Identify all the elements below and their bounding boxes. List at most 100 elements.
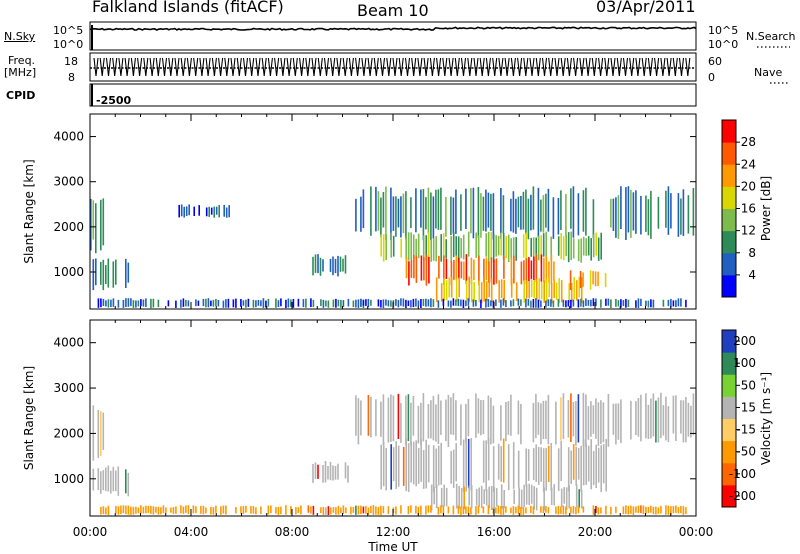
heatmap-cell xyxy=(604,273,607,288)
heatmap-cell xyxy=(682,506,685,515)
heatmap-cell xyxy=(545,231,547,259)
colorbar-swatch xyxy=(722,352,736,375)
heatmap-cell xyxy=(510,257,513,286)
heatmap-cell xyxy=(437,394,440,444)
heatmap-cell xyxy=(137,300,140,307)
heatmap-cell xyxy=(412,234,415,259)
heatmap-cell xyxy=(208,206,210,217)
heatmap-cell xyxy=(344,462,347,479)
heatmap-cell xyxy=(322,299,325,308)
heatmap-cell xyxy=(500,299,502,308)
x-tick-label: 04:00 xyxy=(174,525,209,539)
heatmap-cell xyxy=(595,298,597,307)
heatmap-cell xyxy=(102,470,105,491)
heatmap-region xyxy=(312,461,349,483)
heatmap-cell xyxy=(425,254,428,286)
heatmap-cell xyxy=(100,261,102,285)
x-tick-label: 20:00 xyxy=(578,525,613,539)
heatmap-cell xyxy=(578,276,580,298)
heatmap-cell xyxy=(507,444,510,491)
heatmap-cell xyxy=(297,507,300,513)
heatmap-cell xyxy=(420,299,422,308)
heatmap-cell xyxy=(517,298,520,306)
heatmap-cell xyxy=(410,232,412,260)
cpid-value: -2500 xyxy=(96,94,132,107)
heatmap-cell xyxy=(650,398,652,439)
heatmap-cell xyxy=(400,238,402,258)
heatmap-cell xyxy=(660,505,662,514)
heatmap-cell xyxy=(355,299,357,308)
heatmap-cell xyxy=(380,401,382,437)
heatmap-cell xyxy=(452,505,455,515)
heatmap-cell xyxy=(440,283,443,302)
heatmap-cell xyxy=(680,506,682,514)
heatmap-cell xyxy=(462,439,465,492)
heatmap-cell xyxy=(592,234,595,258)
heatmap-cell xyxy=(557,448,560,491)
heatmap-cell xyxy=(495,235,497,257)
heatmap-cell xyxy=(347,465,349,483)
heatmap-cell xyxy=(257,300,260,306)
heatmap-cell xyxy=(160,507,162,515)
heatmap-cell xyxy=(339,256,342,272)
heatmap-cell xyxy=(482,506,485,514)
heatmap-cell xyxy=(405,257,408,279)
heatmap-cell xyxy=(530,280,533,298)
heatmap-cell xyxy=(187,505,190,515)
heatmap-cell xyxy=(440,488,443,507)
heatmap-cell xyxy=(162,505,165,513)
heatmap-cell xyxy=(422,450,425,489)
heatmap-cell xyxy=(277,507,280,515)
heatmap-cell xyxy=(413,254,415,279)
heatmap-cell xyxy=(255,507,257,515)
heatmap-cell xyxy=(193,206,195,216)
colorbar-tick-label: 24 xyxy=(741,157,756,171)
heatmap-cell xyxy=(482,440,485,483)
heatmap-cell xyxy=(92,259,95,291)
heatmap-cell xyxy=(545,256,548,284)
heatmap-cell xyxy=(518,487,520,510)
heatmap-cell xyxy=(332,465,334,481)
heatmap-cell xyxy=(582,439,585,486)
colorbar-tick-label: -100 xyxy=(729,467,756,481)
heatmap-cell xyxy=(320,507,322,514)
heatmap-cell xyxy=(207,298,210,308)
heatmap-cell xyxy=(592,405,595,434)
heatmap-cell xyxy=(570,282,573,302)
heatmap-cell xyxy=(507,401,510,435)
heatmap-cell xyxy=(497,443,500,480)
heatmap-cell xyxy=(480,299,482,308)
heatmap-cell xyxy=(197,300,200,306)
heatmap-cell xyxy=(435,236,437,262)
heatmap-cell xyxy=(525,298,527,308)
heatmap-cell xyxy=(468,276,470,302)
heatmap-cell xyxy=(467,506,470,515)
heatmap-cell xyxy=(535,237,537,261)
heatmap-cell xyxy=(428,256,430,284)
heatmap-cell xyxy=(545,300,547,308)
heatmap-cell xyxy=(437,445,440,486)
heatmap-cell xyxy=(382,299,385,308)
heatmap-cell xyxy=(470,438,472,491)
heatmap-cell xyxy=(528,281,530,299)
colorbar-swatch xyxy=(722,208,736,232)
heatmap-cell xyxy=(450,451,452,484)
heatmap-cell xyxy=(312,256,314,276)
heatmap-cell xyxy=(287,298,290,308)
heatmap-cell xyxy=(597,237,600,261)
heatmap-cell xyxy=(525,448,527,487)
heatmap-cell xyxy=(553,261,555,281)
heatmap-cell xyxy=(525,232,527,262)
heatmap-cell xyxy=(605,439,607,492)
heatmap-cell xyxy=(422,189,425,241)
heatmap-cell xyxy=(350,506,352,515)
heatmap-cell xyxy=(570,299,572,308)
heatmap-cell xyxy=(677,298,680,307)
heatmap-cell xyxy=(470,188,472,234)
heatmap-cell xyxy=(660,392,662,439)
heatmap-cell xyxy=(597,402,600,446)
heatmap-cell xyxy=(100,298,102,308)
heatmap-cell xyxy=(510,278,513,298)
heatmap-cell xyxy=(542,506,545,514)
heatmap-cell xyxy=(562,505,565,515)
